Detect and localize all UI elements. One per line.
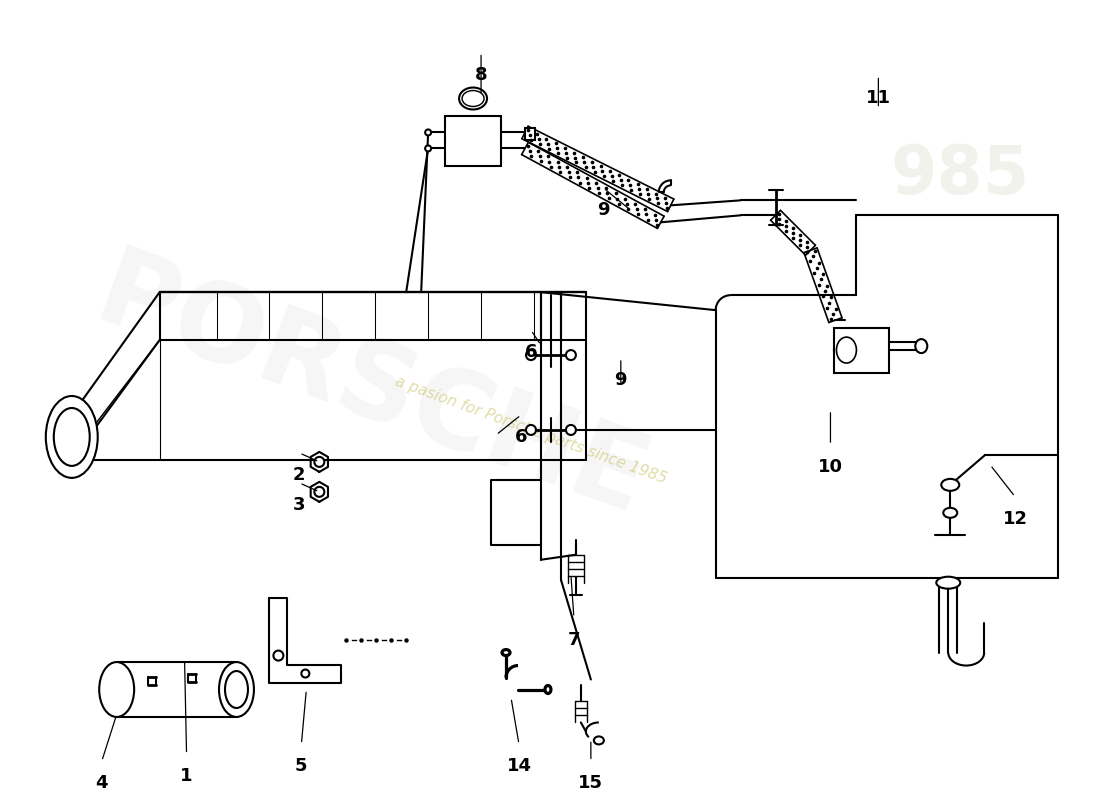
Text: 985: 985 [891,142,1030,208]
Ellipse shape [54,408,90,466]
Text: 8: 8 [475,66,487,83]
Circle shape [426,146,431,151]
Ellipse shape [915,339,927,353]
Text: 9: 9 [615,371,627,389]
Text: 5: 5 [295,758,308,775]
Circle shape [301,670,309,678]
Circle shape [315,487,324,497]
Circle shape [315,457,324,467]
Text: 2: 2 [293,466,306,484]
Bar [525,129,535,141]
Circle shape [526,425,536,435]
Ellipse shape [544,686,551,694]
Ellipse shape [226,671,248,708]
Bar [446,117,501,166]
Text: 4: 4 [96,774,108,792]
Ellipse shape [594,737,604,745]
Ellipse shape [219,662,254,717]
Ellipse shape [936,577,960,589]
Text: 6: 6 [525,343,537,361]
Text: 6: 6 [515,428,527,446]
Text: 15: 15 [579,774,604,792]
Text: PORSCHE: PORSCHE [81,242,661,538]
Ellipse shape [942,479,959,491]
Circle shape [426,130,431,135]
Text: 9: 9 [597,202,611,219]
Text: 7: 7 [568,630,580,649]
Ellipse shape [944,508,957,518]
Circle shape [526,350,536,360]
Text: 14: 14 [506,758,531,775]
Ellipse shape [99,662,134,717]
Ellipse shape [836,337,857,363]
Ellipse shape [46,396,98,478]
Bar [835,328,890,373]
Circle shape [565,425,576,435]
Text: 10: 10 [818,458,843,476]
Circle shape [565,350,576,360]
Text: 3: 3 [293,496,306,514]
Ellipse shape [502,650,510,655]
Ellipse shape [834,335,879,365]
Ellipse shape [459,87,487,110]
Circle shape [274,650,284,661]
Text: 12: 12 [1002,510,1027,528]
Ellipse shape [462,90,484,106]
Text: 1: 1 [180,767,192,786]
Text: 11: 11 [866,89,891,106]
Text: a pasion for Porsche parts since 1985: a pasion for Porsche parts since 1985 [393,374,669,486]
